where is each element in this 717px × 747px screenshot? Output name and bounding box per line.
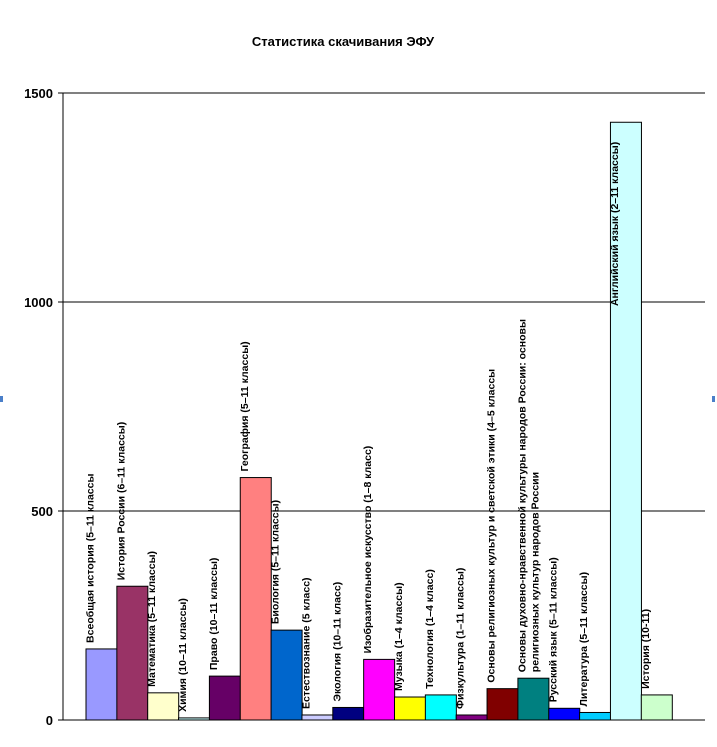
gridlines — [63, 92, 705, 512]
bar-1 — [85, 648, 118, 721]
bar-label-12: Технология (1–4 класс) — [424, 569, 436, 689]
bar-label-6: География (5–11 классы) — [239, 341, 251, 471]
bar-label-11: Музыка (1–4 классы) — [393, 582, 405, 691]
bar-13 — [455, 714, 488, 721]
bar-16 — [548, 707, 581, 721]
bar-label-17: Литература (5–11 классы) — [578, 572, 590, 707]
bar-7 — [270, 629, 303, 721]
bar-label-9: Экология (10–11 класс) — [331, 582, 343, 702]
y-tick-label: 500 — [31, 504, 53, 519]
bar-17 — [579, 711, 612, 721]
bar-label-16: Русский язык (5–11 классы) — [547, 557, 559, 702]
y-tick-label: 1500 — [24, 86, 53, 101]
bar-2 — [116, 585, 149, 721]
y-tick-label: 1000 — [24, 295, 53, 310]
bar-15 — [517, 677, 550, 721]
bars — [85, 121, 673, 721]
bar-label-7: Биология (5–11 классы) — [270, 500, 282, 624]
bar-label-19: История (10-11) — [640, 609, 652, 689]
bar-labels: Всеобщая история (5–11 классы История Рос… — [85, 142, 652, 712]
bar-9 — [332, 706, 365, 721]
bar-6 — [239, 477, 272, 721]
bar-label-13: Физкультура (1–11 классы) — [455, 568, 467, 709]
chart-title: Статистика скачивания ЭФУ — [252, 34, 435, 49]
bar-3 — [147, 692, 180, 721]
bar-5 — [208, 675, 241, 721]
bar-14 — [486, 688, 519, 721]
bar-11 — [394, 696, 426, 721]
bar-label-3: Математика (5–11 классы) — [146, 551, 158, 687]
bar-8 — [301, 714, 334, 721]
bar-label-8: Естествознание (5 класс) — [300, 577, 312, 709]
bar-18 — [609, 121, 642, 721]
bar-label-15: Основы духовно-нравственной культуры нар… — [516, 319, 528, 672]
bar-label-15: религиозных культур народов России — [529, 472, 541, 672]
bar-label-4: Химия (10–11 классы) — [177, 598, 189, 712]
bar-4 — [178, 717, 211, 721]
bar-label-5: Право (10–11 классы) — [208, 558, 220, 671]
resize-handle-left[interactable] — [0, 396, 3, 402]
bar-10 — [363, 658, 396, 721]
bar-12 — [424, 694, 457, 721]
bar-label-14: Основы религиозных культур и светской эт… — [486, 369, 498, 683]
bar-label-1: Всеобщая история (5–11 классы — [85, 474, 97, 643]
y-tick-label: 0 — [46, 713, 53, 728]
bar-label-10: Изобразительное искусство (1–8 класс) — [362, 446, 374, 654]
bar-label-2: История России (6–11 классы) — [115, 422, 127, 580]
resize-handle-right[interactable] — [712, 396, 715, 402]
bar-label-18: Английский язык (2–11 классы) — [609, 142, 621, 306]
bar-19 — [640, 694, 673, 721]
